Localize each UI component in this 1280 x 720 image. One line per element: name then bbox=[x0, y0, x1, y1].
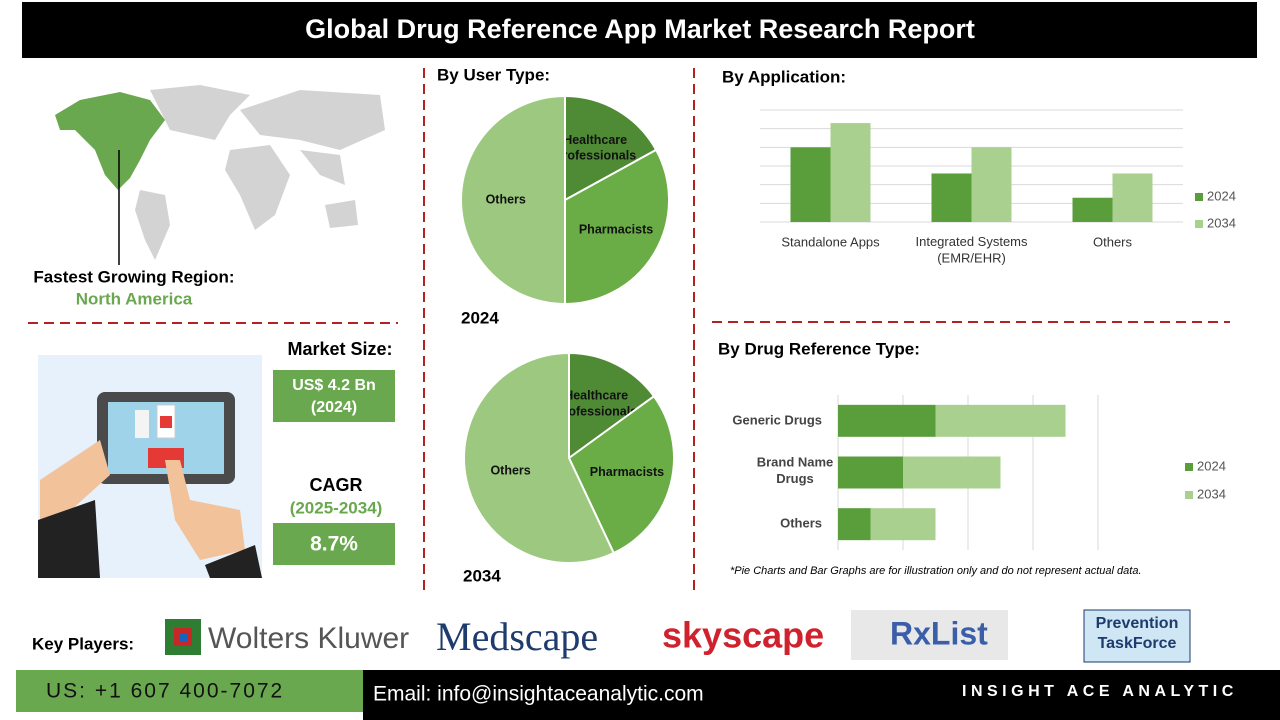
pie-label: Healthcare Professionals bbox=[554, 133, 636, 163]
cagr-period: (2025-2034) bbox=[290, 498, 383, 517]
x-tick-label: Others bbox=[1093, 234, 1133, 249]
logo-wolters-kluwer: Wolters Kluwer bbox=[208, 622, 409, 655]
bar bbox=[838, 404, 936, 437]
pie-slice bbox=[463, 351, 616, 564]
north-america bbox=[55, 92, 165, 190]
pie-slice bbox=[460, 94, 566, 306]
region-label: Fastest Growing Region: bbox=[33, 267, 234, 286]
logo-icon bbox=[165, 619, 201, 655]
legend-label: 2034 bbox=[1207, 215, 1236, 230]
market-size-year: (2024) bbox=[311, 399, 357, 416]
logo-box bbox=[1083, 609, 1191, 663]
bar bbox=[1072, 197, 1113, 222]
legend-swatch bbox=[1185, 463, 1193, 471]
tablet-illustration bbox=[38, 355, 262, 578]
region-value: North America bbox=[76, 289, 193, 308]
logo-box bbox=[851, 610, 1008, 660]
pie-label: Pharmacists bbox=[579, 222, 653, 236]
logo-skyscape: skyscape bbox=[662, 615, 824, 656]
pie-slice bbox=[567, 394, 675, 555]
pie-label: Pharmacists bbox=[590, 465, 664, 479]
section-title: By User Type: bbox=[437, 65, 550, 84]
pie-slice bbox=[568, 351, 656, 460]
pie-label: Others bbox=[490, 463, 530, 477]
x-tick-label: Standalone Apps bbox=[781, 234, 880, 249]
bar bbox=[870, 508, 936, 541]
y-tick-label: Brand Name Drugs bbox=[757, 455, 834, 486]
pie-label: Healthcare Professionals bbox=[555, 389, 637, 419]
legend-swatch bbox=[1185, 491, 1193, 499]
world-map bbox=[135, 85, 385, 260]
title: Global Drug Reference App Market Researc… bbox=[305, 14, 975, 44]
footnote: *Pie Charts and Bar Graphs are for illus… bbox=[730, 565, 1142, 577]
footer-email: Email: info@insightaceanalytic.com bbox=[373, 683, 704, 706]
bar bbox=[830, 123, 871, 222]
section-title: By Application: bbox=[722, 67, 846, 86]
logo-medscape: Medscape bbox=[436, 614, 598, 659]
x-tick-label: Integrated Systems (EMR/EHR) bbox=[916, 234, 1028, 265]
dividers bbox=[28, 68, 1230, 590]
footer-brand: INSIGHT ACE ANALYTIC bbox=[962, 683, 1238, 700]
bar bbox=[790, 147, 831, 222]
market-size-label: Market Size: bbox=[287, 339, 392, 359]
bar bbox=[971, 147, 1012, 222]
pie-slice bbox=[564, 148, 670, 306]
y-tick-label: Generic Drugs bbox=[732, 412, 822, 427]
footer-phone: US: +1 607 400-7072 bbox=[46, 680, 284, 703]
legend-label: 2024 bbox=[1197, 458, 1226, 473]
key-players-label: Key Players: bbox=[32, 634, 134, 653]
legend-swatch bbox=[1195, 220, 1203, 228]
section-title: By Drug Reference Type: bbox=[718, 339, 920, 358]
bar bbox=[1112, 173, 1153, 222]
bar bbox=[903, 456, 1001, 489]
pie-title: 2034 bbox=[463, 566, 501, 585]
bar bbox=[838, 456, 903, 489]
pie-title: 2024 bbox=[461, 308, 499, 327]
logo-prevention: Prevention TaskForce bbox=[1096, 615, 1179, 652]
bar bbox=[935, 404, 1066, 437]
pie-slice bbox=[564, 94, 658, 202]
legend-label: 2024 bbox=[1207, 188, 1236, 203]
market-size-value: US$ 4.2 Bn bbox=[292, 377, 376, 394]
legend-label: 2034 bbox=[1197, 486, 1226, 501]
market-size-box bbox=[273, 370, 395, 422]
footer-phone-box bbox=[16, 670, 363, 712]
title-bar bbox=[22, 2, 1257, 58]
cagr-box bbox=[273, 523, 395, 565]
bar bbox=[931, 173, 972, 222]
pie-label: Others bbox=[486, 192, 526, 206]
y-tick-label: Others bbox=[780, 516, 822, 531]
cagr-value: 8.7% bbox=[310, 533, 358, 556]
logo-rxlist: RxList bbox=[890, 615, 988, 651]
footer-bar bbox=[363, 670, 1280, 720]
legend-swatch bbox=[1195, 193, 1203, 201]
bar bbox=[838, 508, 871, 541]
cagr-label: CAGR bbox=[310, 475, 363, 495]
